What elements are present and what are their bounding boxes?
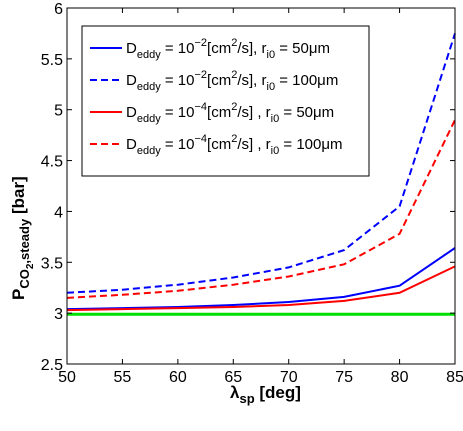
y-tick-label: 3.5 xyxy=(41,255,63,272)
series-line-3 xyxy=(66,265,456,312)
x-tick-label: 65 xyxy=(224,369,242,386)
y-axis-label-sub1: CO xyxy=(17,269,32,289)
x-axis-label-sub: sp xyxy=(239,391,254,406)
y-axis-label-main: P xyxy=(9,289,28,300)
legend-box xyxy=(81,25,370,177)
y-tick-label: 5 xyxy=(54,103,63,120)
series-line-4 xyxy=(66,119,456,299)
y-tick-label: 2.5 xyxy=(41,357,63,374)
y-tick-label: 4 xyxy=(54,204,63,221)
series-group xyxy=(66,33,456,316)
x-axis-label: λsp [deg] xyxy=(230,383,301,406)
x-axis-label-main: λ xyxy=(230,383,240,402)
x-tick-label: 50 xyxy=(58,369,76,386)
x-tick-label: 85 xyxy=(446,369,463,386)
series-line-1 xyxy=(66,247,456,311)
x-tick-label: 80 xyxy=(391,369,409,386)
legend-label-2: Deddy = 10−2[cm2/s], ri0 = 100μm xyxy=(126,69,338,93)
y-tick-label: 3 xyxy=(54,306,63,323)
y-axis-label-rest: [bar] xyxy=(9,176,28,219)
y-tick-label: 6 xyxy=(54,1,63,18)
x-tick-label: 75 xyxy=(335,369,353,386)
x-tick-label: 55 xyxy=(114,369,132,386)
legend-label-3: Deddy = 10−4[cm2/s] , ri0 = 50μm xyxy=(126,101,334,125)
plot-frame xyxy=(66,7,456,365)
legend-label-1: Deddy = 10−2[cm2/s], ri0 = 50μm xyxy=(126,37,330,61)
y-tick-label: 4.5 xyxy=(41,154,63,171)
ticks-group: 50 55 60 65 70 75 80 85 2.5 3 3.5 4 4.5 5 5.5 6 xyxy=(41,1,463,386)
legend-label-4: Deddy = 10−4[cm2/s] , ri0 = 100μm xyxy=(126,133,343,157)
y-axis-label-subsub: 2 xyxy=(25,263,36,269)
y-axis-label-sub2: ,steady xyxy=(17,218,32,264)
y-axis-label: PCO2,steady [bar] xyxy=(9,176,36,300)
y-tick-label: 5.5 xyxy=(41,52,63,69)
x-tick-label: 70 xyxy=(280,369,298,386)
legend: Deddy = 10−2[cm2/s], ri0 = 50μm Deddy = 1… xyxy=(81,25,370,177)
x-axis-label-rest: [deg] xyxy=(255,383,301,402)
x-tick-label: 60 xyxy=(169,369,187,386)
